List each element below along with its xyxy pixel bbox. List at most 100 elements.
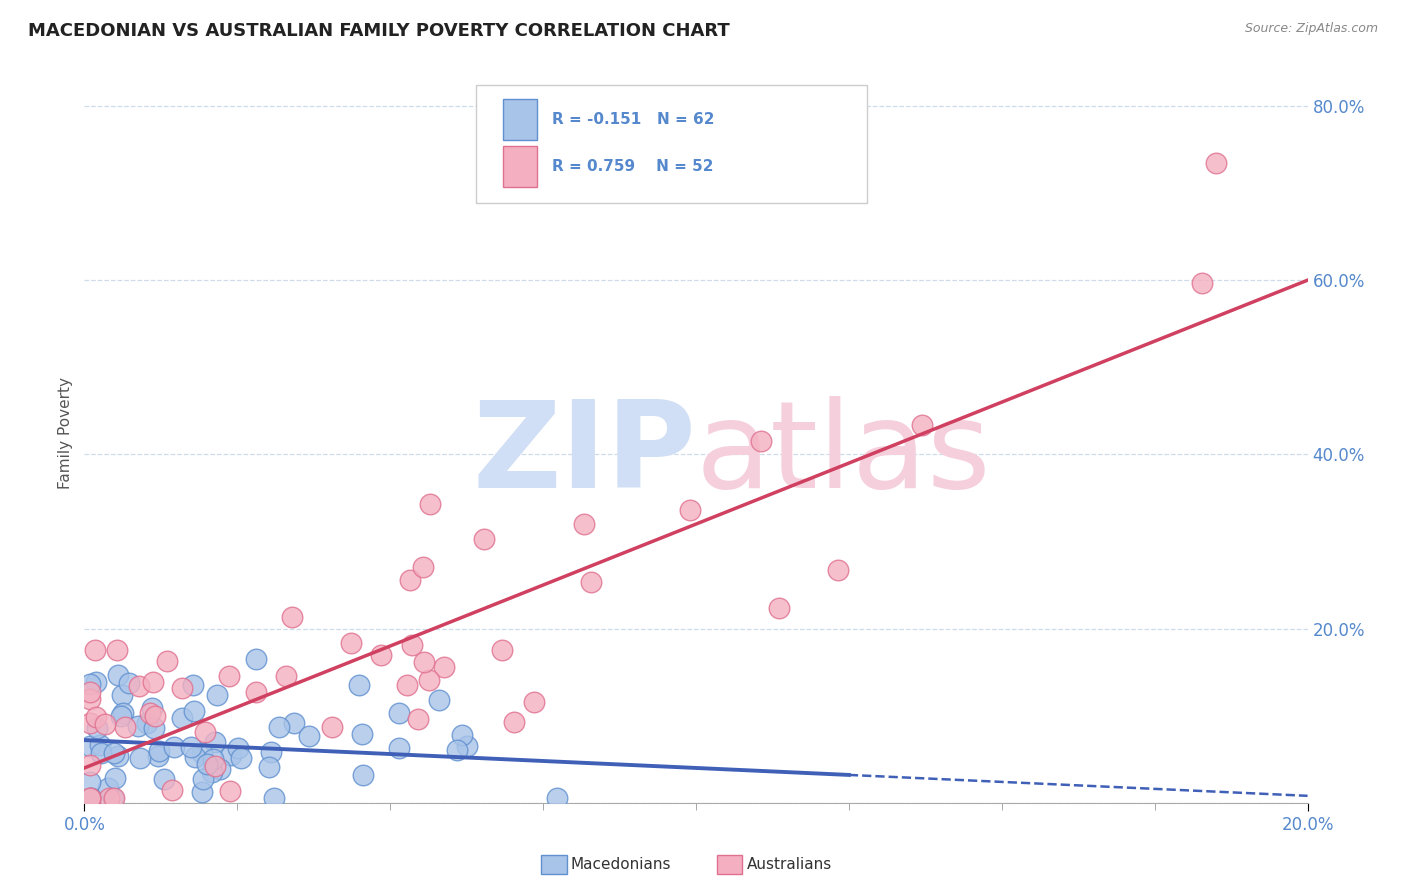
- Text: ZIP: ZIP: [472, 396, 696, 513]
- Point: [148, 748, 170, 763]
- Point: [579, 574, 602, 589]
- Text: Macedonians: Macedonians: [571, 857, 671, 871]
- Point: [191, 785, 214, 799]
- Y-axis label: Family Poverty: Family Poverty: [58, 376, 73, 489]
- Point: [105, 643, 128, 657]
- Point: [103, 791, 125, 805]
- Point: [280, 610, 302, 624]
- Point: [218, 669, 240, 683]
- Point: [219, 748, 242, 763]
- Text: R = 0.759    N = 52: R = 0.759 N = 52: [551, 159, 713, 174]
- Point: [110, 709, 132, 723]
- Point: [219, 783, 242, 797]
- Point: [143, 709, 166, 723]
- Point: [491, 643, 513, 657]
- Point: [136, 716, 159, 731]
- Point: [418, 673, 440, 688]
- Point: [204, 735, 226, 749]
- Point: [79, 757, 101, 772]
- Point: [111, 688, 134, 702]
- Point: [79, 791, 101, 805]
- Point: [204, 758, 226, 772]
- Point: [97, 780, 120, 795]
- Point: [89, 738, 111, 752]
- Point: [572, 517, 595, 532]
- Text: atlas: atlas: [696, 396, 991, 513]
- Point: [101, 790, 124, 805]
- Point: [827, 563, 849, 577]
- Point: [79, 791, 101, 805]
- Point: [79, 685, 101, 699]
- Point: [263, 791, 285, 805]
- Bar: [503, 146, 537, 186]
- Point: [472, 532, 495, 546]
- Point: [84, 674, 107, 689]
- Point: [172, 681, 194, 696]
- Point: [141, 701, 163, 715]
- Point: [911, 417, 934, 432]
- Point: [128, 680, 150, 694]
- Point: [340, 636, 363, 650]
- Point: [352, 768, 374, 782]
- Point: [93, 717, 115, 731]
- Point: [183, 749, 205, 764]
- Point: [127, 719, 149, 733]
- Point: [79, 716, 101, 731]
- Point: [229, 751, 252, 765]
- Point: [190, 746, 212, 760]
- Point: [114, 720, 136, 734]
- Point: [194, 724, 217, 739]
- Point: [429, 693, 451, 707]
- Point: [163, 740, 186, 755]
- Point: [112, 706, 135, 720]
- Point: [412, 559, 434, 574]
- Text: R = -0.151   N = 62: R = -0.151 N = 62: [551, 112, 714, 127]
- Point: [1191, 277, 1213, 291]
- Point: [433, 660, 456, 674]
- Text: MACEDONIAN VS AUSTRALIAN FAMILY POVERTY CORRELATION CHART: MACEDONIAN VS AUSTRALIAN FAMILY POVERTY …: [28, 22, 730, 40]
- Point: [260, 745, 283, 759]
- Point: [406, 712, 429, 726]
- Point: [142, 675, 165, 690]
- Point: [103, 746, 125, 760]
- Point: [274, 669, 297, 683]
- FancyBboxPatch shape: [475, 85, 868, 203]
- Point: [97, 791, 120, 805]
- Point: [79, 692, 101, 706]
- Point: [202, 752, 225, 766]
- Point: [399, 573, 422, 587]
- Point: [142, 721, 165, 735]
- Point: [503, 714, 526, 729]
- Point: [181, 678, 204, 692]
- Bar: [503, 99, 537, 140]
- Point: [183, 704, 205, 718]
- Point: [298, 729, 321, 743]
- Point: [201, 765, 224, 780]
- Point: [370, 648, 392, 662]
- Point: [153, 772, 176, 786]
- Point: [205, 688, 228, 702]
- Point: [195, 756, 218, 771]
- Point: [396, 678, 419, 692]
- Point: [546, 791, 568, 805]
- Point: [388, 706, 411, 720]
- Point: [522, 695, 544, 709]
- Point: [419, 497, 441, 511]
- Point: [90, 746, 112, 760]
- Point: [84, 643, 107, 657]
- Point: [257, 760, 280, 774]
- Point: [79, 791, 101, 805]
- Point: [347, 678, 370, 692]
- Point: [107, 749, 129, 764]
- Text: Australians: Australians: [747, 857, 832, 871]
- Point: [413, 655, 436, 669]
- Point: [129, 750, 152, 764]
- Point: [1205, 155, 1227, 169]
- Point: [156, 654, 179, 668]
- Point: [446, 743, 468, 757]
- Point: [139, 706, 162, 720]
- Point: [283, 716, 305, 731]
- Point: [86, 721, 108, 735]
- Point: [456, 739, 478, 753]
- Point: [451, 728, 474, 742]
